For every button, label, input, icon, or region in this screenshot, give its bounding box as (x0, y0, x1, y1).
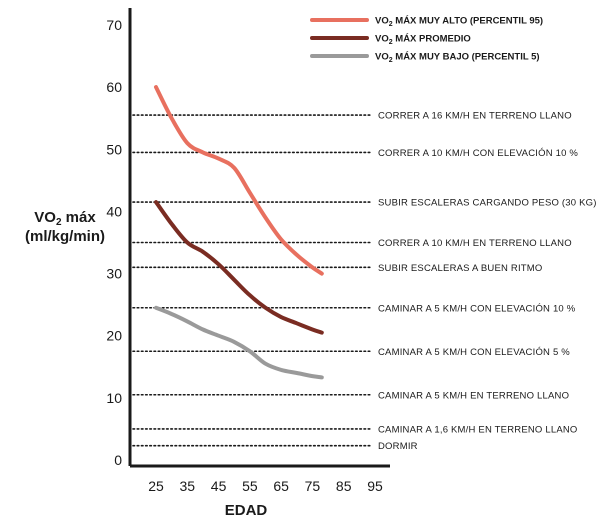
legend-label: VO2 MÁX MUY BAJO (PERCENTIL 5) (375, 52, 540, 65)
y-tick-label: 10 (106, 390, 122, 406)
axes (128, 8, 390, 468)
reference-label: CAMINAR A 1,6 KM/H EN TERRENO LLANO (378, 424, 578, 435)
reference-label: CORRER A 10 KM/H EN TERRENO LLANO (378, 238, 572, 249)
x-axis-title: EDAD (225, 502, 268, 519)
y-tick-label: 40 (106, 203, 122, 219)
y-tick-label: 20 (106, 328, 122, 344)
reference-label: CAMINAR A 5 KM/H EN TERRENO LLANO (378, 390, 569, 401)
x-tick-label: 35 (179, 478, 195, 494)
x-tick-label: 85 (336, 478, 352, 494)
legend-item-very-low: VO2 MÁX MUY BAJO (PERCENTIL 5) (310, 52, 540, 65)
reference-label: CORRER A 10 KM/H CON ELEVACIÓN 10 % (378, 148, 578, 159)
reference-label: CORRER A 16 KM/H EN TERRENO LLANO (378, 111, 572, 122)
series-line-average (154, 200, 324, 335)
y-tick-labels: 0 10 20 30 40 50 60 70 (106, 17, 122, 468)
y-tick-label: 60 (106, 79, 122, 95)
series-lines (154, 85, 324, 380)
series-line-very-low (154, 305, 324, 380)
y-tick-label: 70 (106, 17, 122, 33)
y-tick-label: 50 (106, 141, 122, 157)
x-tick-label: 25 (148, 478, 164, 494)
legend: VO2 MÁX MUY ALTO (PERCENTIL 95) VO2 MÁX P… (310, 16, 543, 65)
reference-label: SUBIR ESCALERAS CARGANDO PESO (30 KG) (378, 198, 597, 209)
x-tick-label: 75 (305, 478, 321, 494)
series-line-very-high (154, 85, 324, 276)
legend-item-average: VO2 MÁX PROMEDIO (310, 34, 471, 47)
y-tick-label: 30 (106, 266, 122, 282)
x-tick-label: 65 (273, 478, 289, 494)
reference-label: SUBIR ESCALERAS A BUEN RITMO (378, 263, 543, 274)
reference-label: DORMIR (378, 441, 418, 452)
reference-labels: CORRER A 16 KM/H EN TERRENO LLANO CORRER … (378, 111, 597, 453)
y-axis-title: VO2 máx (34, 209, 96, 228)
x-tick-label: 95 (367, 478, 383, 494)
y-axis-unit: (ml/kg/min) (25, 228, 105, 245)
y-tick-label: 0 (114, 452, 122, 468)
legend-label: VO2 MÁX PROMEDIO (375, 34, 471, 47)
reference-lines (132, 114, 371, 447)
reference-label: CAMINAR A 5 KM/H CON ELEVACIÓN 5 % (378, 347, 570, 358)
legend-label: VO2 MÁX MUY ALTO (PERCENTIL 95) (375, 16, 543, 29)
x-tick-label: 55 (242, 478, 258, 494)
legend-item-very-high: VO2 MÁX MUY ALTO (PERCENTIL 95) (310, 16, 543, 29)
reference-label: CAMINAR A 5 KM/H CON ELEVACIÓN 10 % (378, 303, 576, 314)
x-tick-label: 45 (211, 478, 227, 494)
x-tick-labels: 25 35 45 55 65 75 85 95 (148, 478, 383, 494)
